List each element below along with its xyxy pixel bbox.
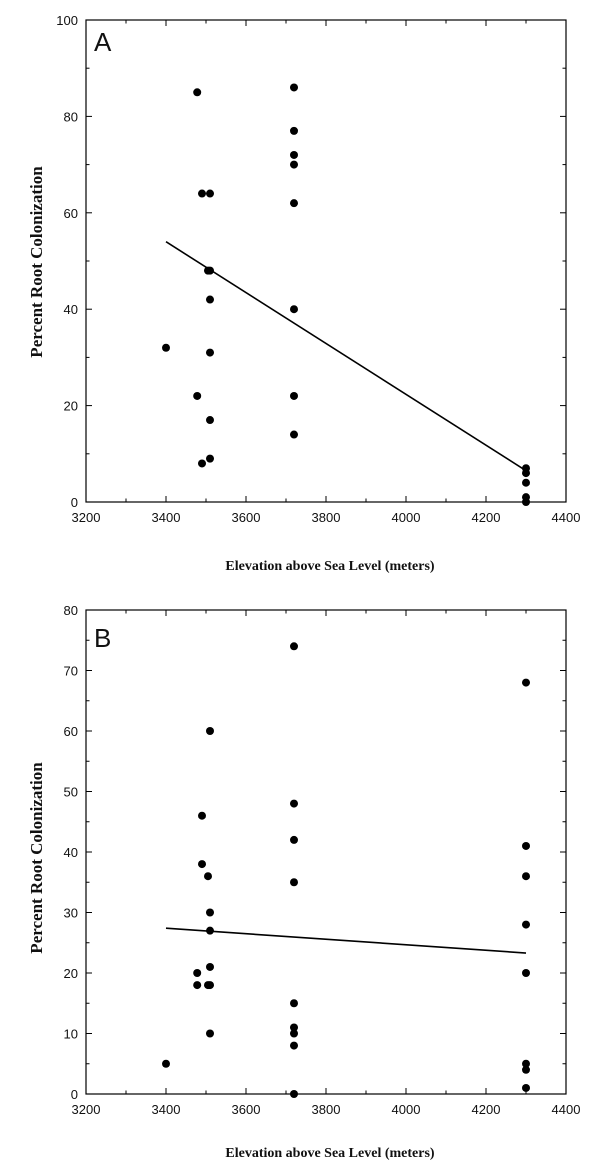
data-point-b	[206, 727, 214, 735]
data-point-a	[290, 150, 298, 159]
plot-frame-a	[85, 19, 567, 503]
panel-b: Percent Root Colonization Elevation abov…	[27, 603, 580, 1160]
data-point-b	[290, 835, 298, 844]
data-point-a	[290, 160, 298, 169]
data-point-b	[522, 1065, 530, 1074]
y-tick-label-b: 10	[64, 1027, 78, 1042]
x-tick-label-b: 4200	[472, 1102, 501, 1117]
data-point-a	[522, 478, 530, 487]
data-point-b	[522, 969, 530, 977]
data-point-b	[290, 878, 298, 887]
x-tick-label-a: 3600	[232, 510, 261, 525]
x-tick-label-a: 4400	[552, 510, 581, 525]
trend-line-a	[165, 241, 527, 472]
data-point-b	[206, 981, 214, 990]
x-tick-label-a: 3200	[72, 510, 101, 525]
data-point-b	[522, 872, 530, 881]
data-point-b	[522, 678, 530, 687]
data-point-a	[206, 266, 214, 275]
data-point-b	[198, 811, 206, 820]
panel-letter-a: A	[94, 27, 112, 57]
data-point-a	[290, 83, 298, 92]
plot-frame-b	[85, 609, 567, 1095]
y-tick-label-b: 30	[64, 906, 78, 921]
y-axis-title-a: Percent Root Colonization	[27, 166, 46, 358]
x-tick-label-b: 3200	[72, 1102, 101, 1117]
data-point-b	[206, 962, 214, 971]
x-tick-label-a: 3400	[152, 510, 181, 525]
trend-line-b	[165, 927, 527, 954]
y-tick-label-b: 0	[71, 1087, 78, 1102]
data-point-b	[522, 1059, 530, 1068]
y-tick-label-a: 40	[64, 302, 78, 317]
y-tick-label-a: 20	[64, 399, 78, 414]
data-point-a	[193, 88, 202, 97]
y-tick-label-b: 20	[64, 966, 78, 981]
x-axis-title-a: Elevation above Sea Level (meters)	[225, 559, 435, 574]
panel-letter-b: B	[94, 623, 111, 653]
panel-a: Percent Root Colonization Elevation abov…	[27, 13, 580, 574]
y-tick-label-b: 50	[64, 785, 78, 800]
x-tick-label-a: 4200	[472, 510, 501, 525]
data-point-a	[206, 454, 214, 463]
data-point-b	[290, 799, 298, 808]
y-axis-title-b: Percent Root Colonization	[27, 762, 46, 954]
data-point-b	[290, 1023, 298, 1032]
data-point-a	[193, 391, 202, 400]
y-tick-label-a: 100	[56, 13, 78, 28]
data-point-a	[290, 305, 298, 314]
y-tick-label-b: 60	[64, 724, 78, 739]
data-point-a	[162, 343, 170, 352]
data-point-a	[522, 469, 530, 478]
data-point-b	[290, 1090, 298, 1098]
y-tick-label-b: 70	[64, 664, 78, 679]
x-axis-title-b: Elevation above Sea Level (meters)	[225, 1146, 435, 1160]
y-tick-label-b: 40	[64, 845, 78, 860]
data-point-b	[522, 920, 530, 929]
x-tick-label-b: 4000	[392, 1102, 421, 1117]
data-point-a	[522, 498, 530, 506]
data-point-b	[290, 1041, 298, 1050]
y-tick-label-a: 0	[71, 495, 78, 510]
data-point-b	[204, 872, 212, 881]
x-tick-label-b: 3400	[152, 1102, 181, 1117]
data-point-b	[198, 860, 206, 869]
data-point-a	[290, 430, 298, 439]
data-point-b	[193, 981, 202, 990]
y-tick-label-a: 60	[64, 206, 78, 221]
data-point-a	[206, 348, 214, 357]
data-point-a	[206, 416, 214, 425]
y-tick-label-a: 80	[64, 109, 78, 124]
data-point-b	[290, 999, 298, 1008]
data-point-b	[206, 908, 214, 917]
data-point-a	[290, 126, 298, 135]
x-tick-label-b: 4400	[552, 1102, 581, 1117]
data-point-b	[206, 926, 214, 935]
x-tick-label-a: 4000	[392, 510, 421, 525]
data-point-a	[206, 189, 214, 198]
data-point-a	[206, 295, 214, 304]
data-point-b	[522, 841, 530, 850]
y-tick-label-b: 80	[64, 603, 78, 618]
data-point-b	[206, 1029, 214, 1038]
x-tick-label-a: 3800	[312, 510, 341, 525]
data-point-b	[522, 1083, 530, 1092]
data-point-a	[290, 199, 298, 208]
data-point-a	[198, 459, 206, 468]
x-tick-label-b: 3800	[312, 1102, 341, 1117]
x-tick-label-b: 3600	[232, 1102, 261, 1117]
data-point-a	[198, 189, 206, 198]
data-point-b	[290, 642, 298, 651]
data-point-a	[290, 391, 298, 400]
data-point-b	[290, 1029, 298, 1038]
data-point-b	[162, 1059, 170, 1068]
data-point-b	[193, 969, 202, 977]
